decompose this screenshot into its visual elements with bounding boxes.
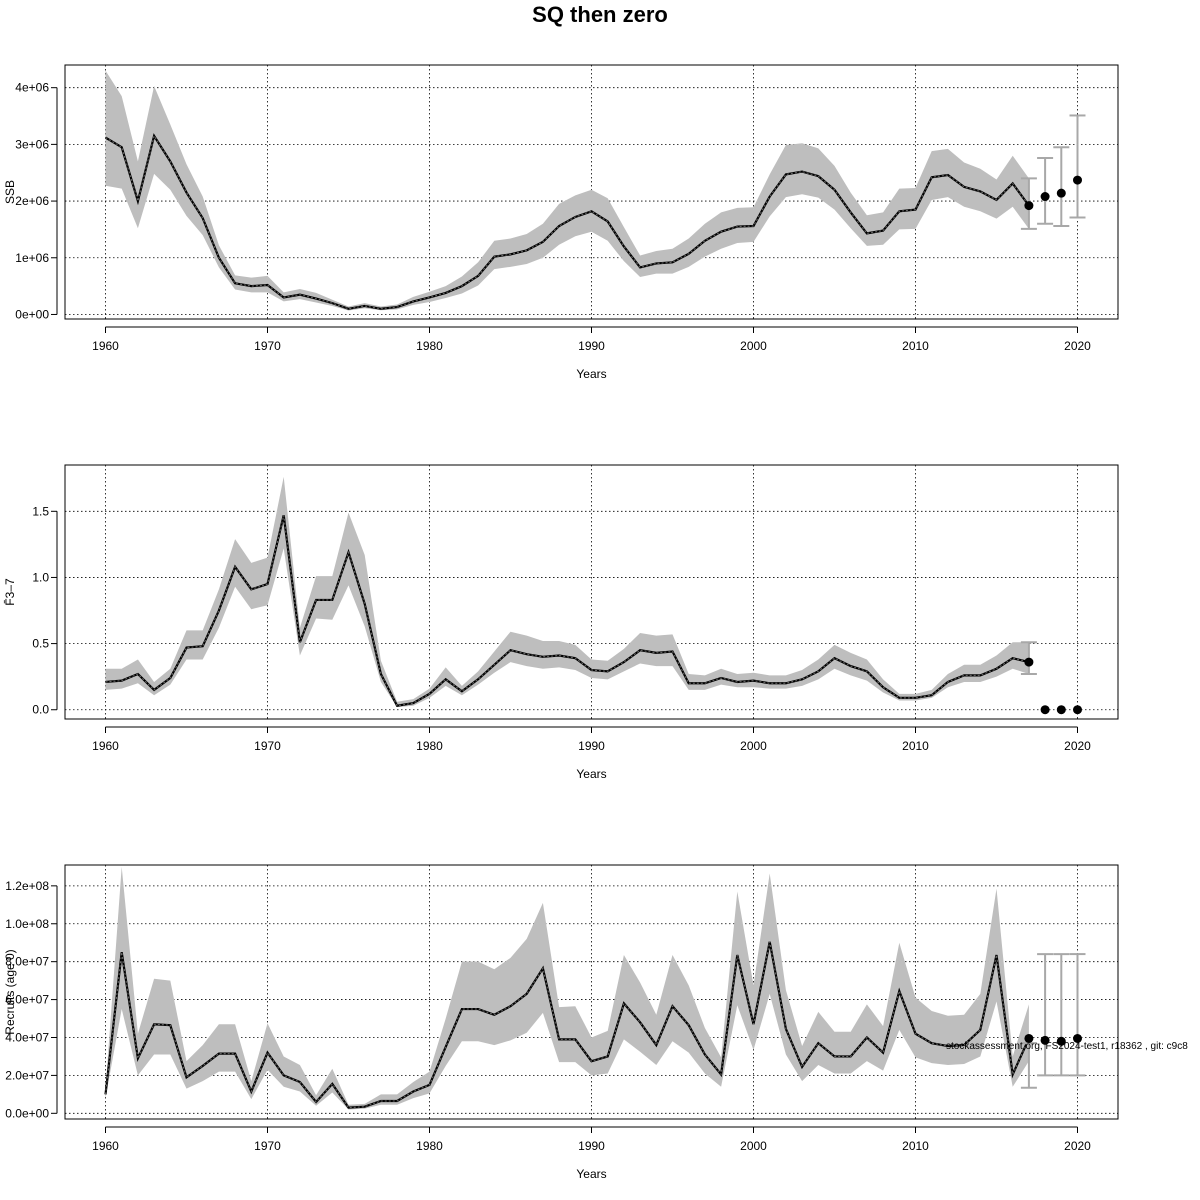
- ssb-x-tick-label: 1990: [578, 339, 605, 353]
- ssb-last-year-point: [1024, 201, 1034, 211]
- ssb-forecast-point: [1073, 175, 1082, 185]
- recruits-confidence-band: [105, 866, 1029, 1110]
- recruits-x-tick-label: 2010: [902, 1139, 929, 1153]
- recruits-x-tick-label: 2000: [740, 1139, 767, 1153]
- f-confidence-band: [105, 476, 1029, 708]
- recruits-forecast-point: [1040, 1035, 1050, 1045]
- recruits-forecast-point: [1073, 1033, 1082, 1043]
- recruits-plot-frame: [64, 864, 1119, 1120]
- f-y-tick-label: 1.5: [32, 504, 49, 518]
- ssb-y-tick-label: 0e+00: [15, 307, 49, 321]
- recruits-y-tick-label: 4.0e+07: [5, 1030, 49, 1044]
- f-x-tick-label: 1980: [416, 739, 443, 753]
- recruits-y-tick-label: 8.0e+07: [5, 955, 49, 969]
- f-estimate-dotted: [105, 515, 1030, 707]
- recruits-x-tick-label: 1960: [92, 1139, 119, 1153]
- f-estimate-line: [105, 515, 1030, 707]
- ssb-x-tick-label: 1960: [92, 339, 119, 353]
- f-x-tick-label: 1970: [254, 739, 281, 753]
- recruitment-panel: 1960 1970 1980 1990 2000 2010 2020 Years 0.0e+00…: [3, 864, 1119, 1181]
- f-x-tick-label: 1960: [92, 739, 119, 753]
- f-y-axis-label: F̄3–7: [3, 578, 17, 606]
- ssb-x-tick-label: 2000: [740, 339, 767, 353]
- chart-title: SQ then zero: [532, 2, 668, 27]
- ssb-x-tick-label: 1970: [254, 339, 281, 353]
- ssb-forecast-point: [1040, 192, 1050, 202]
- f-x-axis-label: Years: [576, 767, 606, 781]
- f-x-tick-label: 2020: [1064, 739, 1091, 753]
- ssb-panel: 1960 1970 1980 1990 2000 2010 2020 Years 0e+00 1e…: [3, 64, 1119, 381]
- recruits-x-tick-label: 1980: [416, 1139, 443, 1153]
- ssb-confidence-band: [105, 70, 1029, 311]
- recruits-x-tick-label: 1970: [254, 1139, 281, 1153]
- f-y-tick-label: 0.5: [32, 637, 49, 651]
- watermark-text: stockassessment.org, FS2024-test1, r1836…: [946, 1041, 1188, 1052]
- recruits-estimate-dotted: [105, 941, 1030, 1109]
- recruits-y-tick-label: 2.0e+07: [5, 1068, 49, 1082]
- ssb-forecast-point: [1056, 188, 1066, 198]
- recruits-y-tick-label: 1.2e+08: [5, 879, 49, 893]
- ssb-estimate-dotted: [105, 134, 1030, 310]
- f-y-tick-label: 1.0: [32, 570, 49, 584]
- fishing-mortality-panel: 1960 1970 1980 1990 2000 2010 2020 Years 0.0 0.5 1…: [3, 464, 1119, 781]
- recruits-x-tick-label: 1990: [578, 1139, 605, 1153]
- f-forecast-point: [1040, 705, 1050, 715]
- recruits-x-axis-label: Years: [576, 1167, 606, 1181]
- f-y-tick-label: 0.0: [32, 703, 49, 717]
- f-last-year-point: [1024, 657, 1034, 667]
- recruits-y-tick-label: 6.0e+07: [5, 993, 49, 1007]
- ssb-x-tick-label: 1980: [416, 339, 443, 353]
- ssb-y-tick-label: 4e+06: [15, 81, 49, 95]
- f-forecast-point: [1056, 705, 1066, 715]
- recruits-last-year-point: [1024, 1033, 1034, 1043]
- f-plot-frame: [64, 464, 1119, 720]
- ssb-y-tick-label: 2e+06: [15, 194, 49, 208]
- ssb-y-tick-label: 1e+06: [15, 251, 49, 265]
- recruits-x-tick-label: 2020: [1064, 1139, 1091, 1153]
- f-x-tick-label: 2010: [902, 739, 929, 753]
- ssb-x-axis-label: Years: [576, 367, 606, 381]
- ssb-y-axis-label: SSB: [3, 180, 17, 204]
- ssb-plot-frame: [64, 64, 1119, 320]
- ssb-x-tick-label: 2020: [1064, 339, 1091, 353]
- f-forecast-point: [1073, 705, 1082, 715]
- recruits-forecast-point: [1056, 1036, 1066, 1046]
- recruits-y-tick-label: 1.0e+08: [5, 917, 49, 931]
- f-x-tick-label: 1990: [578, 739, 605, 753]
- f-x-tick-label: 2000: [740, 739, 767, 753]
- recruits-y-axis-label: Recruits (age 0): [3, 949, 17, 1034]
- ssb-x-tick-label: 2010: [902, 339, 929, 353]
- ssb-y-tick-label: 3e+06: [15, 137, 49, 151]
- recruits-y-tick-label: 0.0e+00: [5, 1106, 49, 1120]
